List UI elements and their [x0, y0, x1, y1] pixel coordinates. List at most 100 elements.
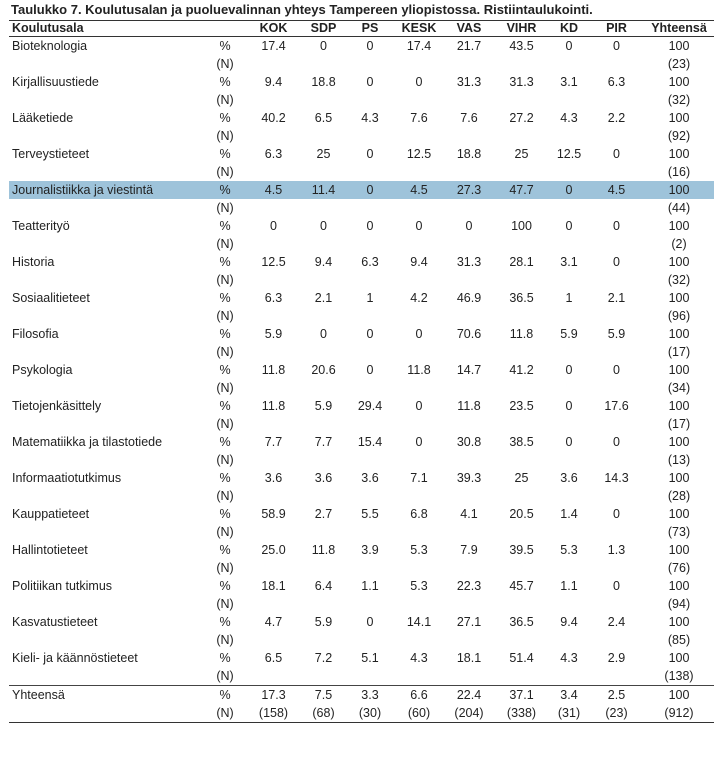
- row-field-spacer: [9, 595, 204, 613]
- row-unit-pct: %: [219, 327, 231, 341]
- n-cell: [444, 523, 494, 541]
- pct-cell: 0: [366, 615, 374, 629]
- n-cell: [394, 523, 444, 541]
- n-cell: [346, 271, 394, 289]
- pct-cell: 6.3: [361, 255, 379, 269]
- row-field-label: Psykologia: [12, 363, 73, 377]
- n-cell: (32): [667, 273, 691, 287]
- pct-cell: 3.9: [361, 543, 379, 557]
- n-cell: [346, 415, 394, 433]
- header-cell: VIHR: [494, 20, 549, 37]
- pct-cell: 17.4: [406, 39, 432, 53]
- row-unit-n: (N): [216, 165, 234, 179]
- row-field-label: Lääketiede: [12, 111, 74, 125]
- row-unit-pct: %: [219, 543, 231, 557]
- n-cell: [346, 379, 394, 397]
- n-cell: [494, 631, 549, 649]
- pct-cell: 31.3: [456, 255, 482, 269]
- pct-cell: 11.8: [261, 363, 286, 377]
- row-unit-n: (N): [216, 453, 234, 467]
- n-cell: [246, 127, 301, 145]
- n-cell: [494, 487, 549, 505]
- pct-cell: 0: [415, 75, 423, 89]
- table-row-n: (N) (34): [9, 379, 714, 397]
- table-container: Taulukko 7. Koulutusalan ja puoluevalinn…: [9, 0, 714, 723]
- pct-cell: 27.1: [456, 615, 482, 629]
- row-unit-n: (N): [216, 237, 234, 251]
- pct-cell: 2.4: [607, 615, 626, 629]
- n-cell: [444, 343, 494, 361]
- n-cell: [394, 595, 444, 613]
- n-cell: [589, 415, 644, 433]
- row-field-spacer: [9, 55, 204, 73]
- row-unit-pct: %: [219, 507, 231, 521]
- pct-cell: 1: [366, 291, 374, 305]
- pct-cell: 4.3: [410, 651, 428, 665]
- row-field-label: Kasvatustieteet: [12, 615, 98, 629]
- pct-cell: 51.4: [509, 651, 534, 665]
- table-row-n: (N) (92): [9, 127, 714, 145]
- n-cell: [246, 667, 301, 686]
- row-field-spacer: [9, 704, 204, 723]
- pct-cell: 27.3: [444, 181, 494, 199]
- n-cell: [246, 379, 301, 397]
- n-cell: [589, 487, 644, 505]
- n-cell: [444, 487, 494, 505]
- pct-cell: 27.2: [509, 111, 534, 125]
- n-cell: [346, 127, 394, 145]
- table-row-n: (N) (44): [9, 199, 714, 217]
- n-cell: [394, 199, 444, 217]
- n-cell: [346, 451, 394, 469]
- row-unit-n: (N): [216, 489, 234, 503]
- header-row: Koulutusala KOK SDP PS KESK VAS VIHR KD …: [9, 20, 714, 37]
- n-cell: [549, 631, 589, 649]
- pct-cell: 0: [613, 147, 620, 161]
- pct-cell: 0: [613, 435, 620, 449]
- pct-cell: 1: [565, 291, 573, 305]
- pct-cell: 17.3: [246, 685, 301, 704]
- n-cell: [346, 667, 394, 686]
- pct-cell: 1.1: [361, 579, 379, 593]
- pct-cell: 100: [668, 255, 690, 269]
- pct-cell: 0: [320, 39, 327, 53]
- table-row: Lääketiede% 40.2 6.5 4.3 7.6 7.6 27.2 4.3 2.2 100: [9, 109, 714, 127]
- pct-cell: 6.5: [314, 111, 333, 125]
- n-cell: [301, 415, 346, 433]
- pct-cell: 0: [320, 327, 327, 341]
- pct-cell: 43.5: [509, 39, 534, 53]
- n-cell: (28): [667, 489, 691, 503]
- row-unit-n: (N): [216, 345, 234, 359]
- n-cell: (158): [246, 704, 301, 723]
- n-cell: (912): [644, 704, 714, 723]
- table-row: Kieli- ja käännöstieteet% 6.5 7.2 5.1 4.3 18.…: [9, 649, 714, 667]
- pct-cell: 12.5: [556, 147, 582, 161]
- pct-cell: 100: [668, 327, 690, 341]
- n-cell: [494, 523, 549, 541]
- row-unit-pct: %: [219, 579, 231, 593]
- pct-cell: 18.1: [456, 651, 482, 665]
- n-cell: [444, 163, 494, 181]
- n-cell: [494, 91, 549, 109]
- pct-cell: 30.8: [456, 435, 482, 449]
- pct-cell: 7.6: [460, 111, 478, 125]
- n-cell: [444, 559, 494, 577]
- n-cell: [246, 487, 301, 505]
- pct-cell: 6.3: [264, 147, 283, 161]
- pct-cell: 28.1: [509, 255, 534, 269]
- row-field-label: Politiikan tutkimus: [12, 579, 113, 593]
- n-cell: [444, 595, 494, 613]
- pct-cell: 7.7: [264, 435, 283, 449]
- n-cell: [589, 127, 644, 145]
- n-cell: (338): [494, 704, 549, 723]
- pct-cell: 2.5: [589, 685, 644, 704]
- pct-cell: 0: [366, 327, 374, 341]
- n-cell: [394, 451, 444, 469]
- n-cell: [549, 379, 589, 397]
- row-field-label: Bioteknologia: [12, 39, 88, 53]
- pct-cell: 0: [565, 219, 573, 233]
- pct-cell: 100: [511, 219, 532, 233]
- pct-cell: 4.3: [361, 111, 379, 125]
- n-cell: (23): [589, 704, 644, 723]
- row-unit-pct: %: [219, 219, 231, 233]
- n-cell: [494, 235, 549, 253]
